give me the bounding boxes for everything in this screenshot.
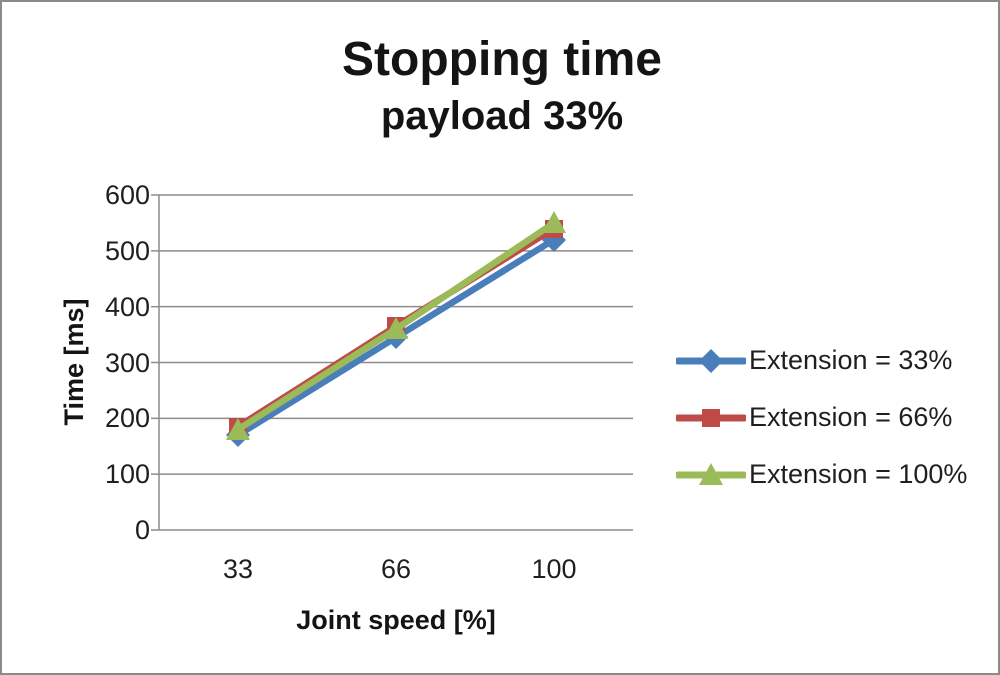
legend-item: Extension = 33%: [676, 332, 967, 389]
y-tick-label: 100: [104, 459, 150, 490]
legend: Extension = 33% Extension = 66% Extension …: [676, 332, 967, 503]
chart-subtitle: payload 33%: [380, 94, 624, 138]
series-marker-triangle: [226, 418, 250, 440]
y-tick-label: 0: [134, 515, 150, 545]
series-marker-triangle: [542, 211, 566, 233]
y-tick-label: 200: [104, 403, 150, 434]
x-axis-title: Joint speed [%]: [296, 605, 496, 635]
x-tick-label: 33: [222, 554, 254, 584]
legend-item: Extension = 66%: [676, 389, 967, 446]
y-tick-label: 400: [104, 291, 150, 322]
y-tick-label: 500: [104, 235, 150, 266]
legend-label: Extension = 33%: [749, 345, 953, 375]
legend-label: Extension = 100%: [749, 459, 968, 489]
legend-marker-square-icon: [676, 408, 746, 427]
legend-marker-diamond-icon: [676, 348, 746, 373]
x-tick-label: 100: [531, 554, 577, 584]
series-marker-triangle: [384, 317, 408, 339]
legend-label: Extension = 66%: [749, 402, 953, 432]
x-tick-label: 66: [380, 554, 412, 584]
y-tick-label: 300: [104, 347, 150, 378]
legend-marker-triangle-icon: [676, 462, 746, 485]
chart-title: Stopping time: [342, 33, 662, 86]
legend-item: Extension = 100%: [676, 446, 967, 503]
y-tick-label: 600: [104, 180, 150, 210]
